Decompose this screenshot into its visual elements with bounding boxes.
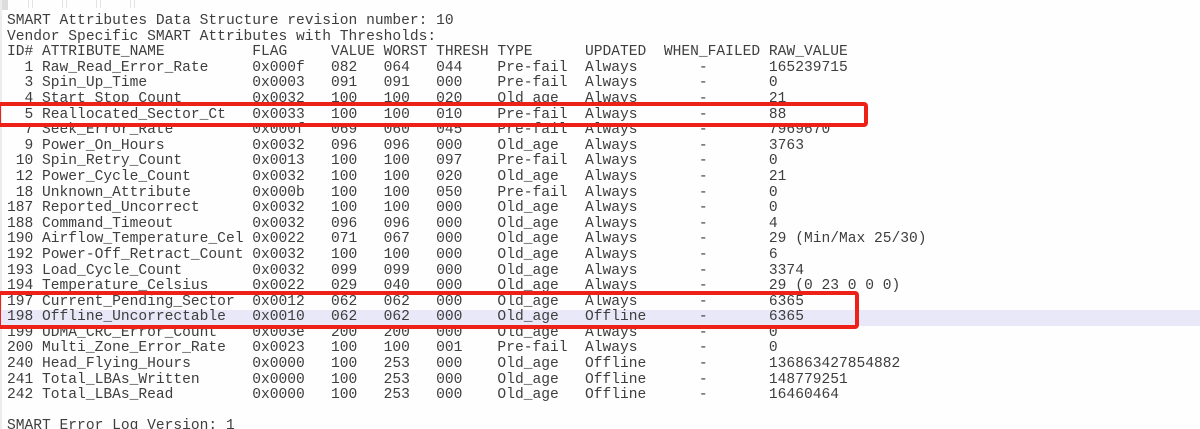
table-row: 3 Spin_Up_Time 0x0003 091 091 000 Pre-fa… [7,75,778,92]
attribute-table-header: ID# ATTRIBUTE_NAME FLAG VALUE WORST THRE… [7,44,848,61]
table-row: 5 Reallocated_Sector_Ct 0x0033 100 100 0… [7,106,787,123]
table-row: 200 Multi_Zone_Error_Rate 0x0023 100 100… [7,340,778,357]
terminal-text-block: SMART Attributes Data Structure revision… [0,13,1200,429]
table-row: 4 Start_Stop_Count 0x0032 100 100 020 Ol… [7,90,787,107]
table-row: 12 Power_Cycle_Count 0x0032 100 100 020 … [7,168,787,185]
table-row: 197 Current_Pending_Sector 0x0012 062 06… [7,293,804,310]
table-row: 188 Command_Timeout 0x0032 096 096 000 O… [7,215,778,232]
table-row: 240 Head_Flying_Hours 0x0000 100 253 000… [7,356,901,373]
window-corner-artifact [0,0,8,10]
table-row: 187 Reported_Uncorrect 0x0032 100 100 00… [7,200,778,217]
table-row: 194 Temperature_Celsius 0x0022 029 040 0… [7,278,901,295]
table-row: 190 Airflow_Temperature_Cel 0x0022 071 0… [7,231,927,248]
table-row: 7 Seek_Error_Rate 0x000f 069 060 045 Pre… [7,122,831,139]
table-row: 242 Total_LBAs_Read 0x0000 100 253 000 O… [7,387,839,404]
attribute-table-body: 1 Raw_Read_Error_Rate 0x000f 082 064 044… [0,59,1200,404]
table-row: 1 Raw_Read_Error_Rate 0x000f 082 064 044… [7,59,848,76]
table-row: 192 Power-Off_Retract_Count 0x0032 100 1… [7,246,778,263]
table-row: 9 Power_On_Hours 0x0032 096 096 000 Old_… [7,137,804,154]
table-row: 199 UDMA_CRC_Error_Count 0x003e 200 200 … [7,324,778,341]
vendor-attributes-line: Vendor Specific SMART Attributes with Th… [7,28,437,45]
table-row: 241 Total_LBAs_Written 0x0000 100 253 00… [7,371,848,388]
table-row: 10 Spin_Retry_Count 0x0013 100 100 097 P… [7,153,778,170]
table-row: 18 Unknown_Attribute 0x000b 100 100 050 … [7,184,778,201]
cropped-line-artifact [28,0,158,8]
window-left-edge [0,0,2,429]
blank-line [7,404,1200,420]
table-row: 198 Offline_Uncorrectable 0x0010 062 062… [0,310,1200,326]
table-row: 193 Load_Cycle_Count 0x0032 099 099 000 … [7,262,804,279]
smart-revision-line: SMART Attributes Data Structure revision… [7,13,454,29]
error-log-version-line: SMART Error Log Version: 1 [7,418,235,429]
